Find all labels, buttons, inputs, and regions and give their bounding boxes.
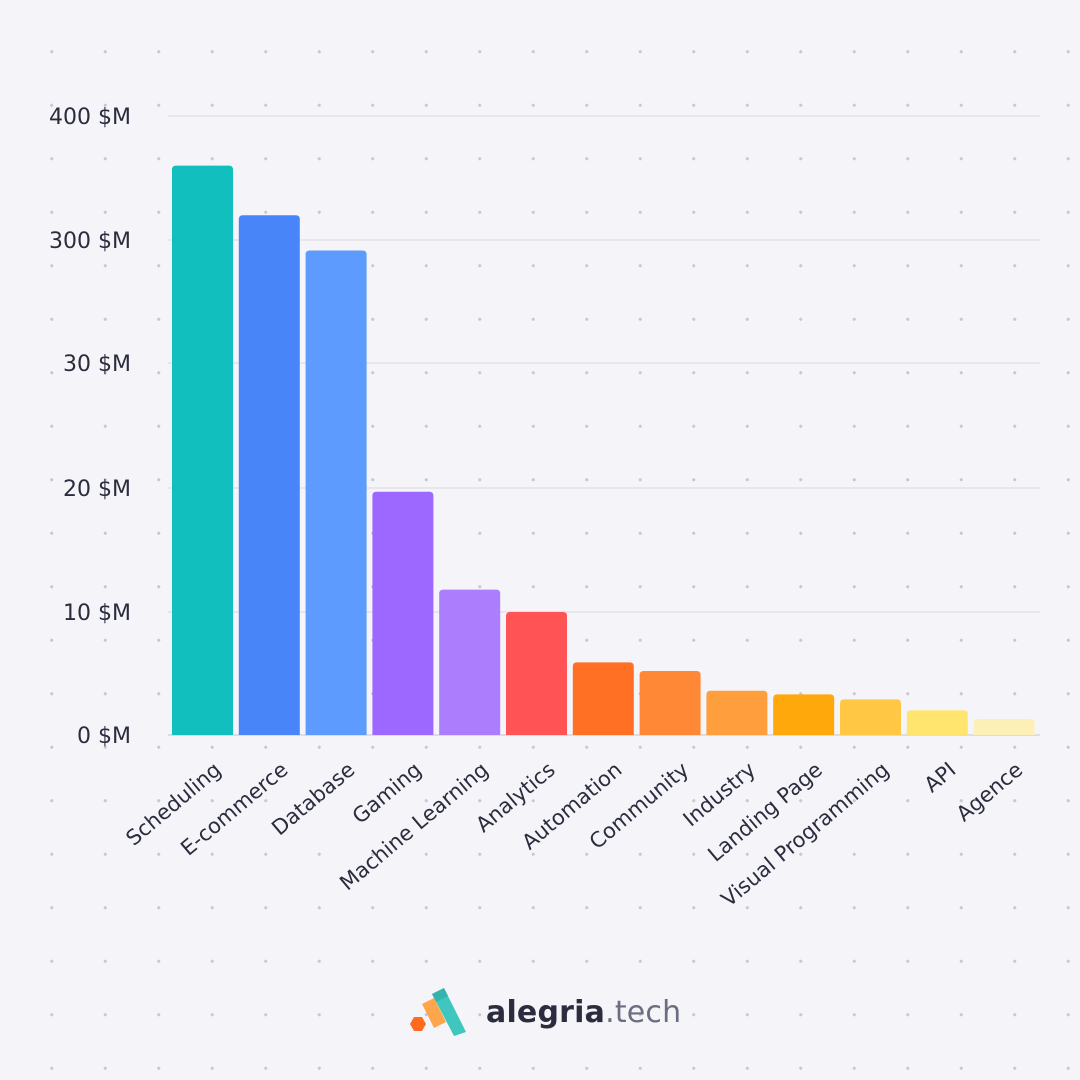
bar-automation — [572, 662, 634, 735]
bar-landing-page — [773, 694, 835, 735]
bar-community — [639, 671, 701, 735]
bar-visual-programming — [840, 699, 901, 735]
brand-logo: alegria.tech — [410, 986, 681, 1038]
bars — [172, 165, 1035, 736]
bar-gaming — [372, 491, 434, 735]
alegria-logo-icon — [410, 988, 466, 1036]
bar-analytics — [506, 612, 567, 735]
bar-scheduling — [172, 165, 233, 736]
x-axis-labels: SchedulingE-commerceDatabaseGamingMachin… — [121, 757, 1027, 911]
y-tick-label: 300 $M — [49, 229, 131, 254]
bar-agence — [973, 719, 1035, 735]
bar-database — [305, 250, 367, 735]
y-axis-ticks: 0 $M 10 $M 20 $M 30 $M 300 $M 400 $M — [49, 105, 131, 749]
x-tick-label: Agence — [952, 757, 1027, 826]
brand-name: alegria — [486, 994, 606, 1030]
y-tick-label: 30 $M — [63, 352, 131, 377]
bar-chart: 0 $M 10 $M 20 $M 30 $M 300 $M 400 $M Scheduli… — [49, 105, 1040, 911]
bar-e-commerce — [238, 215, 300, 735]
y-tick-label: 10 $M — [63, 601, 131, 626]
brand-tld: .tech — [605, 994, 682, 1030]
x-tick-label: Landing Page — [703, 757, 827, 866]
bar-machine-learning — [439, 589, 501, 735]
y-tick-label: 0 $M — [77, 724, 131, 749]
x-tick-label: API — [920, 757, 961, 797]
brand-wordmark: alegria.tech — [486, 995, 681, 1030]
y-tick-label: 400 $M — [49, 105, 131, 130]
bar-industry — [706, 690, 768, 735]
bar-api — [906, 710, 968, 735]
y-tick-label: 20 $M — [63, 477, 131, 502]
